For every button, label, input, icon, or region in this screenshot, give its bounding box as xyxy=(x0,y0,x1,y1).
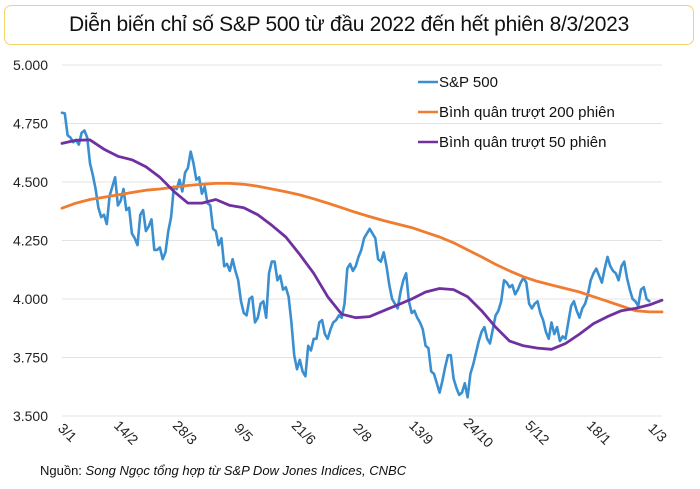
y-tick-label: 4.250 xyxy=(13,233,48,249)
gridlines xyxy=(62,64,662,417)
x-tick-label: 18/1 xyxy=(584,417,615,448)
x-tick-label: 13/9 xyxy=(406,417,437,448)
series-line-ma50 xyxy=(60,138,664,351)
x-tick-label: 3/1 xyxy=(55,420,80,445)
x-tick-label: 5/12 xyxy=(522,417,553,448)
y-axis-ticks: 3.500 3.750 4.000 4.250 4.500 4.750 5.000 xyxy=(13,57,48,424)
chart-title: Diễn biến chỉ số S&P 500 từ đầu 2022 đến… xyxy=(69,13,629,36)
source-note: Nguồn: Song Ngọc tổng hợp từ S&P Dow Jon… xyxy=(40,463,406,478)
legend-label: Bình quân trượt 200 phiên xyxy=(439,104,615,121)
x-tick-label: 2/8 xyxy=(350,420,375,445)
y-tick-label: 4.000 xyxy=(13,291,48,307)
source-text: Song Ngọc tổng hợp từ S&P Dow Jones Indi… xyxy=(85,463,407,478)
legend: S&P 500 Bình quân trượt 200 phiên Bình quâ… xyxy=(418,74,615,151)
y-tick-label: 5.000 xyxy=(13,57,48,73)
chart-title-box: Diễn biến chỉ số S&P 500 từ đầu 2022 đến… xyxy=(4,5,694,45)
legend-label: Bình quân trượt 50 phiên xyxy=(439,134,607,151)
series-lines xyxy=(60,111,664,399)
x-tick-label: 9/5 xyxy=(231,420,256,445)
legend-label: S&P 500 xyxy=(439,74,498,91)
x-tick-label: 24/10 xyxy=(461,414,497,450)
x-tick-label: 14/2 xyxy=(111,417,142,448)
series-line-sp500 xyxy=(60,111,651,399)
x-tick-label: 1/3 xyxy=(645,420,670,445)
y-tick-label: 3.500 xyxy=(13,408,48,424)
y-tick-label: 4.750 xyxy=(13,116,48,132)
x-tick-label: 28/3 xyxy=(170,417,201,448)
series-line-ma200 xyxy=(60,181,664,314)
x-axis-ticks: 3/1 14/2 28/3 9/5 21/6 2/8 13/9 24/10 5/12 18/1 1/… xyxy=(55,414,670,450)
y-tick-label: 3.750 xyxy=(13,350,48,366)
source-label: Nguồn: xyxy=(40,463,82,478)
y-tick-label: 4.500 xyxy=(13,174,48,190)
x-tick-label: 21/6 xyxy=(289,417,320,448)
